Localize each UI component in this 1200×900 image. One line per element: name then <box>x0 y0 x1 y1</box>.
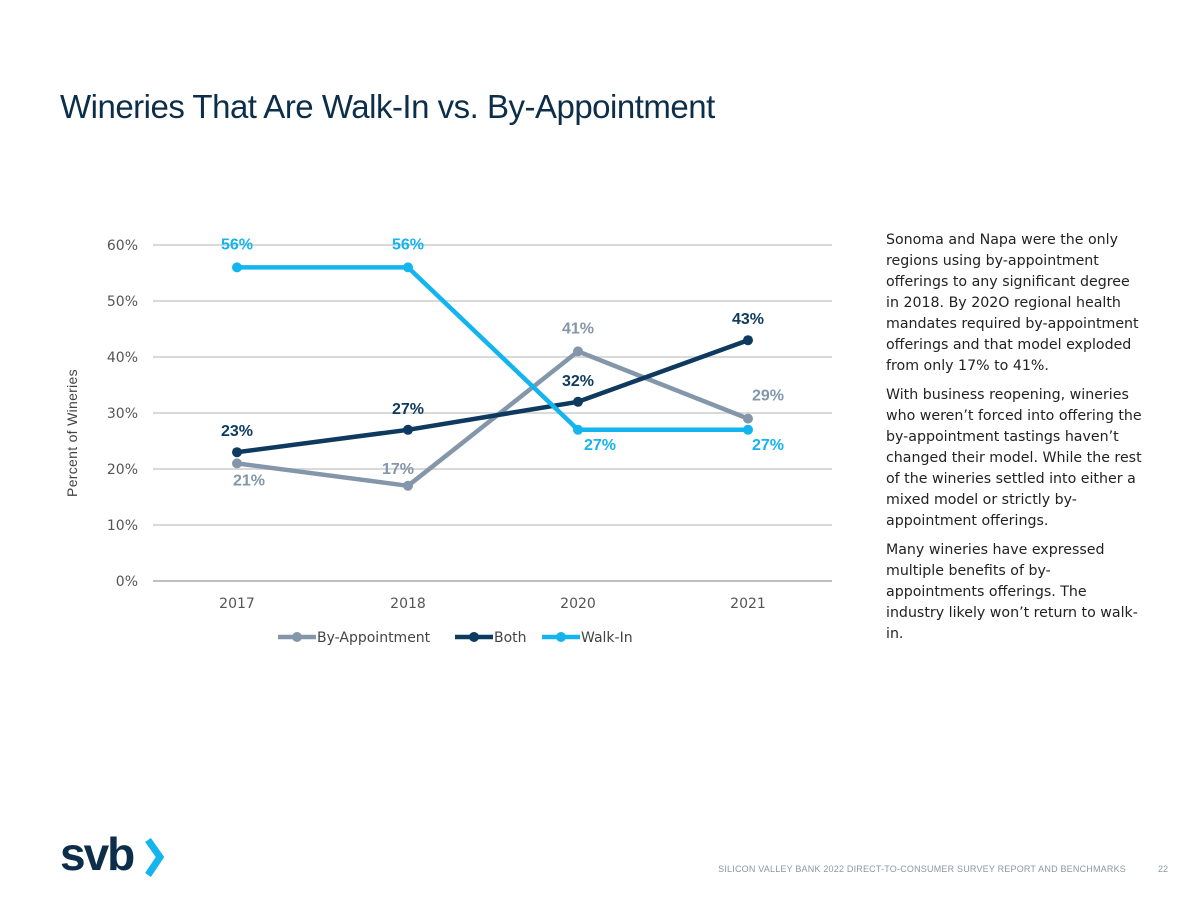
legend-marker <box>469 632 479 642</box>
series-line-walk-in <box>237 265 748 433</box>
x-tick-label: 2020 <box>560 596 596 612</box>
data-point <box>403 262 413 273</box>
commentary-paragraph: With business reopening, wineries who we… <box>886 387 1142 529</box>
legend-label: Walk-In <box>581 630 633 646</box>
data-point <box>743 335 753 346</box>
commentary-paragraph: Sonoma and Napa were the only regions us… <box>886 232 1139 374</box>
y-tick-label: 0% <box>116 574 138 590</box>
series-line-by-appointment <box>236 349 749 489</box>
data-label: 27% <box>752 437 784 454</box>
data-label: 43% <box>732 311 764 328</box>
y-tick-label: 30% <box>107 406 138 422</box>
data-point <box>573 424 583 435</box>
legend-label: By-Appointment <box>317 630 431 646</box>
data-label: 29% <box>752 388 784 405</box>
legend-marker <box>556 632 566 642</box>
x-tick-label: 2017 <box>219 596 255 612</box>
data-label: 41% <box>562 320 594 337</box>
y-tick-label: 20% <box>107 462 138 478</box>
series-line-both <box>236 338 749 455</box>
data-point <box>743 413 753 424</box>
data-label: 32% <box>562 373 594 390</box>
data-label: 17% <box>382 461 414 478</box>
footer-text: SILICON VALLEY BANK 2022 DIRECT-TO-CONSU… <box>718 864 1126 874</box>
y-tick-label: 40% <box>107 350 138 366</box>
line-chart: 0% 10% 20% 30% 40% 50% 60% 2017 2018 2020 2021 21% 1… <box>107 236 832 646</box>
page-title: Wineries That Are Walk-In vs. By-Appoint… <box>60 88 715 125</box>
data-label: 27% <box>392 401 424 418</box>
svg-text:svb: svb <box>60 830 134 880</box>
svb-logo: svb <box>60 830 165 880</box>
data-label: 56% <box>392 236 424 253</box>
data-point <box>573 346 583 357</box>
data-label: 56% <box>221 236 253 253</box>
data-label: 27% <box>584 437 616 454</box>
data-point <box>403 424 413 435</box>
legend-label: Both <box>494 630 527 646</box>
data-label: 23% <box>221 423 253 440</box>
data-point <box>743 424 753 435</box>
y-tick-label: 50% <box>107 294 138 310</box>
data-point <box>232 447 242 458</box>
data-point <box>573 396 583 407</box>
y-tick-label: 10% <box>107 518 138 534</box>
commentary-paragraph: Many wineries have expressed multiple be… <box>886 542 1138 642</box>
data-point <box>232 262 242 273</box>
y-axis-label: Percent of Wineries <box>64 369 80 497</box>
x-tick-label: 2021 <box>730 596 766 612</box>
page-number: 22 <box>1158 864 1169 874</box>
legend-marker <box>292 632 302 642</box>
data-label: 21% <box>233 472 265 489</box>
x-tick-label: 2018 <box>390 596 426 612</box>
data-point <box>403 480 413 491</box>
y-tick-label: 60% <box>107 238 138 254</box>
commentary: Sonoma and Napa were the only regions us… <box>886 230 1146 653</box>
data-point <box>232 458 242 469</box>
